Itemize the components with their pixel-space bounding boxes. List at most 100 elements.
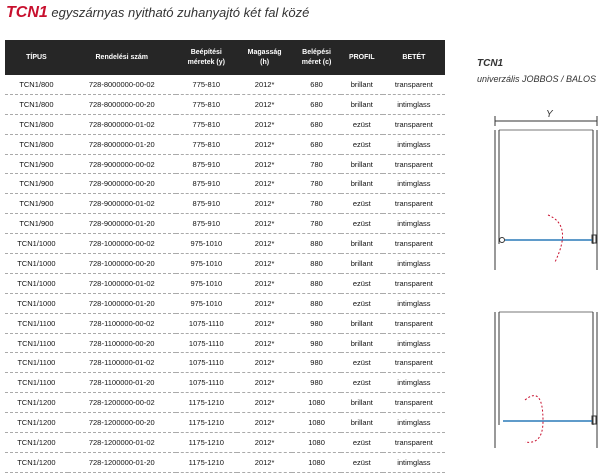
table-row: TCN1/1200 728-1200000-00-02 1175-1210 2012*… [5, 392, 445, 414]
column-header: Magasság (h) [236, 40, 293, 75]
column-header: BETÉT [382, 40, 445, 75]
table-cell: 780 [292, 213, 341, 235]
table-cell: TCN1/1000 [5, 293, 68, 314]
table-cell: 1175-1210 [175, 392, 237, 414]
table-cell: 728-8000000-00-02 [67, 75, 176, 95]
table-cell: 2012* [236, 293, 293, 314]
table-row: TCN1/1100 728-1100000-00-20 1075-1110 2012*… [5, 333, 445, 354]
table-cell: 880 [292, 233, 341, 255]
title-code: TCN1 [6, 4, 48, 21]
table-cell: 775-810 [175, 75, 237, 95]
table-cell: 980 [292, 313, 341, 334]
table-cell: 728-1200000-00-20 [67, 412, 176, 434]
table-cell: 2012* [236, 134, 293, 155]
table-cell: intimglass [382, 213, 445, 235]
table-cell: 2012* [236, 333, 293, 354]
table-cell: brillant [340, 392, 383, 414]
diagram-panel: TCN1 univerzális JOBBOS / BALOS Y [477, 58, 598, 448]
table-cell: 680 [292, 134, 341, 155]
table-row: TCN1/1100 728-1100000-01-20 1075-1110 2012*… [5, 372, 445, 394]
column-header: Beépítési méretek (y) [175, 40, 237, 75]
table-cell: 2012* [236, 412, 293, 434]
table-row: TCN1/1200 728-1200000-00-20 1175-1210 2012*… [5, 412, 445, 434]
table-cell: 728-1200000-01-02 [67, 432, 176, 453]
table-cell: TCN1/800 [5, 75, 68, 95]
table-cell: transparent [382, 273, 445, 294]
table-cell: transparent [382, 114, 445, 135]
table-cell: 1080 [292, 412, 341, 434]
table-cell: TCN1/800 [5, 134, 68, 155]
table-cell: intimglass [382, 173, 445, 195]
table-cell: 780 [292, 173, 341, 195]
table-row: TCN1/900 728-9000000-00-20 875-910 2012* 780… [5, 173, 445, 195]
table-cell: brillant [340, 412, 383, 434]
table-cell: TCN1/1100 [5, 372, 68, 394]
table-cell: 980 [292, 333, 341, 354]
table-cell: 875-910 [175, 173, 237, 195]
table-cell: TCN1/800 [5, 94, 68, 115]
table-row: TCN1/1000 728-1000000-00-20 975-1010 2012* 8… [5, 253, 445, 274]
table-cell: 2012* [236, 392, 293, 414]
table-cell: 875-910 [175, 193, 237, 215]
table-cell: 975-1010 [175, 233, 237, 255]
table-cell: intimglass [382, 253, 445, 274]
table-cell: 775-810 [175, 94, 237, 115]
table-cell: ezüst [340, 213, 383, 235]
table-cell: 975-1010 [175, 293, 237, 314]
table-cell: 880 [292, 273, 341, 294]
table-cell: brillant [340, 154, 383, 175]
header-line: Beépítési [190, 48, 222, 56]
table-cell: 1175-1210 [175, 432, 237, 453]
table-cell: 728-8000000-01-20 [67, 134, 176, 155]
table-cell: brillant [340, 233, 383, 255]
table-cell: 680 [292, 75, 341, 95]
table-cell: TCN1/1000 [5, 273, 68, 294]
header-line: Magasság [247, 48, 282, 56]
table-cell: 2012* [236, 313, 293, 334]
table-cell: transparent [382, 75, 445, 95]
column-header: Rendelési szám [67, 40, 176, 75]
table-row: TCN1/1000 728-1000000-01-02 975-1010 2012* 8… [5, 273, 445, 294]
table-cell: brillant [340, 333, 383, 354]
table-cell: ezüst [340, 193, 383, 215]
header-row: TÍPUS Rendelési szám Beépítési méretek (y) M… [5, 40, 445, 75]
table-row: TCN1/800 728-8000000-01-02 775-810 2012* 680… [5, 114, 445, 135]
table-cell: 975-1010 [175, 273, 237, 294]
dimension-label: Y [546, 109, 554, 120]
table-cell: 1175-1210 [175, 452, 237, 473]
table-row: TCN1/900 728-9000000-01-20 875-910 2012* 780… [5, 213, 445, 235]
table-cell: TCN1/1100 [5, 352, 68, 374]
table-cell: brillant [340, 94, 383, 115]
table-cell: 2012* [236, 75, 293, 95]
table-cell: TCN1/1200 [5, 432, 68, 453]
table-cell: intimglass [382, 94, 445, 115]
diagram-2 [494, 311, 598, 448]
table-cell: TCN1/900 [5, 213, 68, 235]
table-cell: ezüst [340, 372, 383, 394]
table-cell: TCN1/1100 [5, 333, 68, 354]
header-line: PROFIL [348, 53, 375, 61]
table-cell: 728-8000000-01-02 [67, 114, 176, 135]
header-line: TÍPUS [26, 53, 47, 61]
table-cell: ezüst [340, 452, 383, 473]
table-cell: ezüst [340, 432, 383, 453]
table-cell: brillant [340, 173, 383, 195]
header-line: Rendelési szám [95, 53, 149, 61]
table-cell: 680 [292, 114, 341, 135]
table-cell: intimglass [382, 412, 445, 434]
table-cell: 2012* [236, 352, 293, 374]
header-line: (h) [260, 58, 270, 66]
table-cell: 880 [292, 253, 341, 274]
table-cell: 875-910 [175, 213, 237, 235]
table-cell: 1175-1210 [175, 412, 237, 434]
table-cell: ezüst [340, 352, 383, 374]
table-cell: intimglass [382, 333, 445, 354]
table-cell: 1080 [292, 392, 341, 414]
table-cell: ezüst [340, 134, 383, 155]
table-cell: 2012* [236, 154, 293, 175]
table-cell: intimglass [382, 372, 445, 394]
table-cell: 2012* [236, 94, 293, 115]
table-cell: TCN1/1200 [5, 452, 68, 473]
table-cell: 2012* [236, 253, 293, 274]
table-cell: TCN1/1100 [5, 313, 68, 334]
